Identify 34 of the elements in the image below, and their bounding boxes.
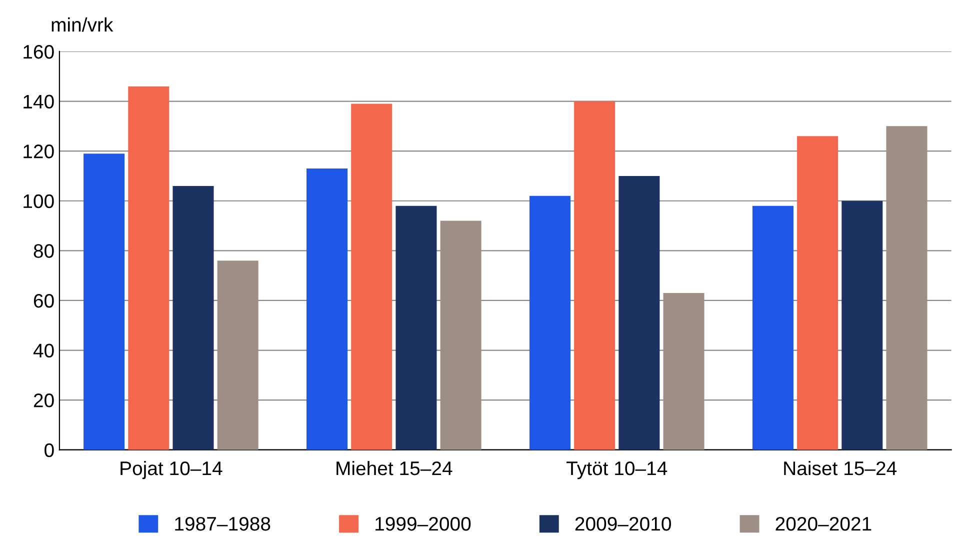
y-tick-label: 20: [34, 394, 54, 408]
bar: [886, 126, 928, 450]
bar: [752, 206, 794, 450]
bar: [84, 154, 125, 450]
bar: [529, 196, 570, 450]
y-tick-label: 0: [44, 443, 54, 458]
x-tick-label: Miehet 15–24: [336, 460, 452, 476]
bar: [663, 293, 704, 450]
x-tick-label: Pojat 10–14: [120, 460, 222, 480]
bar: [396, 206, 437, 450]
y-tick-label: 140: [24, 94, 54, 109]
y-tick-label: 120: [24, 144, 54, 158]
y-tick-label: 160: [24, 44, 54, 59]
legend-label: 1999–2000: [376, 516, 471, 531]
bar: [306, 168, 348, 450]
y-tick-label: 100: [24, 194, 54, 208]
bar: [618, 176, 660, 450]
x-tick-label: Naiset 15–24: [784, 460, 897, 476]
bar: [217, 260, 258, 450]
y-tick-label: 40: [33, 344, 54, 358]
bar: [842, 200, 883, 450]
bar: [172, 186, 214, 450]
bar: [128, 86, 170, 450]
legend-label: 2020–2021: [776, 516, 872, 531]
y-axis-title: min/vrk: [52, 17, 114, 32]
y-tick-label: 60: [34, 294, 54, 308]
bar: [574, 101, 616, 450]
bar: [797, 136, 838, 450]
y-tick-label: 80: [34, 244, 54, 258]
bar: [440, 220, 482, 450]
x-tick-label: Tytöt 10–14: [566, 461, 668, 480]
legend-label: 2009–2010: [575, 516, 671, 531]
legend-label: 1987–1988: [175, 516, 270, 531]
bar: [351, 104, 392, 450]
